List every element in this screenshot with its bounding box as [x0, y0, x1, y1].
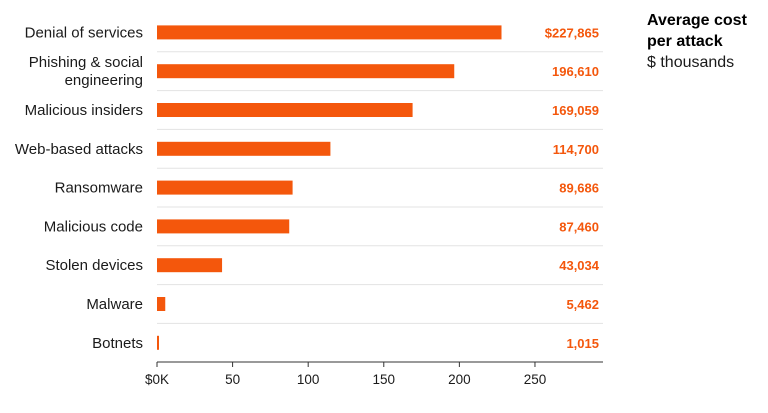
x-tick-label: 150: [373, 372, 396, 387]
bar: [157, 297, 166, 311]
value-label: 196,610: [552, 64, 599, 79]
category-label: Denial of services: [25, 24, 143, 41]
chart-legend: Average cost per attack $ thousands: [647, 10, 765, 73]
value-label: 114,700: [553, 142, 599, 157]
bar: [157, 103, 413, 117]
value-label: 43,034: [559, 258, 600, 273]
category-label: Malicious code: [44, 218, 143, 235]
bar: [157, 219, 290, 234]
x-axis: $0K 50 100 150 200 250: [145, 361, 603, 387]
value-label: $227,865: [545, 25, 599, 40]
category-label: Phishing & social engineering: [29, 54, 143, 89]
bar: [157, 141, 331, 156]
value-label: 87,460: [559, 219, 599, 234]
x-tick-label: 250: [524, 372, 547, 387]
category-label: Botnets: [92, 335, 143, 352]
bars: [157, 25, 502, 350]
x-tick-label: 100: [297, 372, 320, 387]
gridlines: [157, 51, 603, 324]
value-labels: $227,865 196,610 169,059 114,700 89,686 87,46…: [545, 25, 600, 350]
value-label: 169,059: [552, 103, 599, 118]
category-label: Web-based attacks: [15, 141, 143, 158]
chart-title: Average cost per attack: [647, 12, 747, 50]
category-label: Ransomware: [55, 180, 143, 197]
x-tick-label: 200: [448, 372, 471, 387]
x-tick-label: $0K: [145, 372, 169, 387]
value-label: 89,686: [559, 181, 599, 196]
x-tick-label: 50: [225, 372, 240, 387]
value-label: 5,462: [566, 297, 599, 312]
bar: [157, 180, 293, 195]
chart-unit-subtitle: $ thousands: [647, 54, 735, 71]
bar: [157, 258, 223, 273]
bar: [157, 25, 502, 40]
category-label: Malicious insiders: [25, 102, 143, 119]
category-label: Malware: [86, 296, 143, 313]
bar: [157, 64, 455, 79]
category-labels: Denial of services Phishing & social engin…: [15, 24, 143, 351]
category-label: Stolen devices: [45, 257, 143, 274]
value-label: 1,015: [566, 336, 599, 351]
bar: [157, 335, 159, 350]
